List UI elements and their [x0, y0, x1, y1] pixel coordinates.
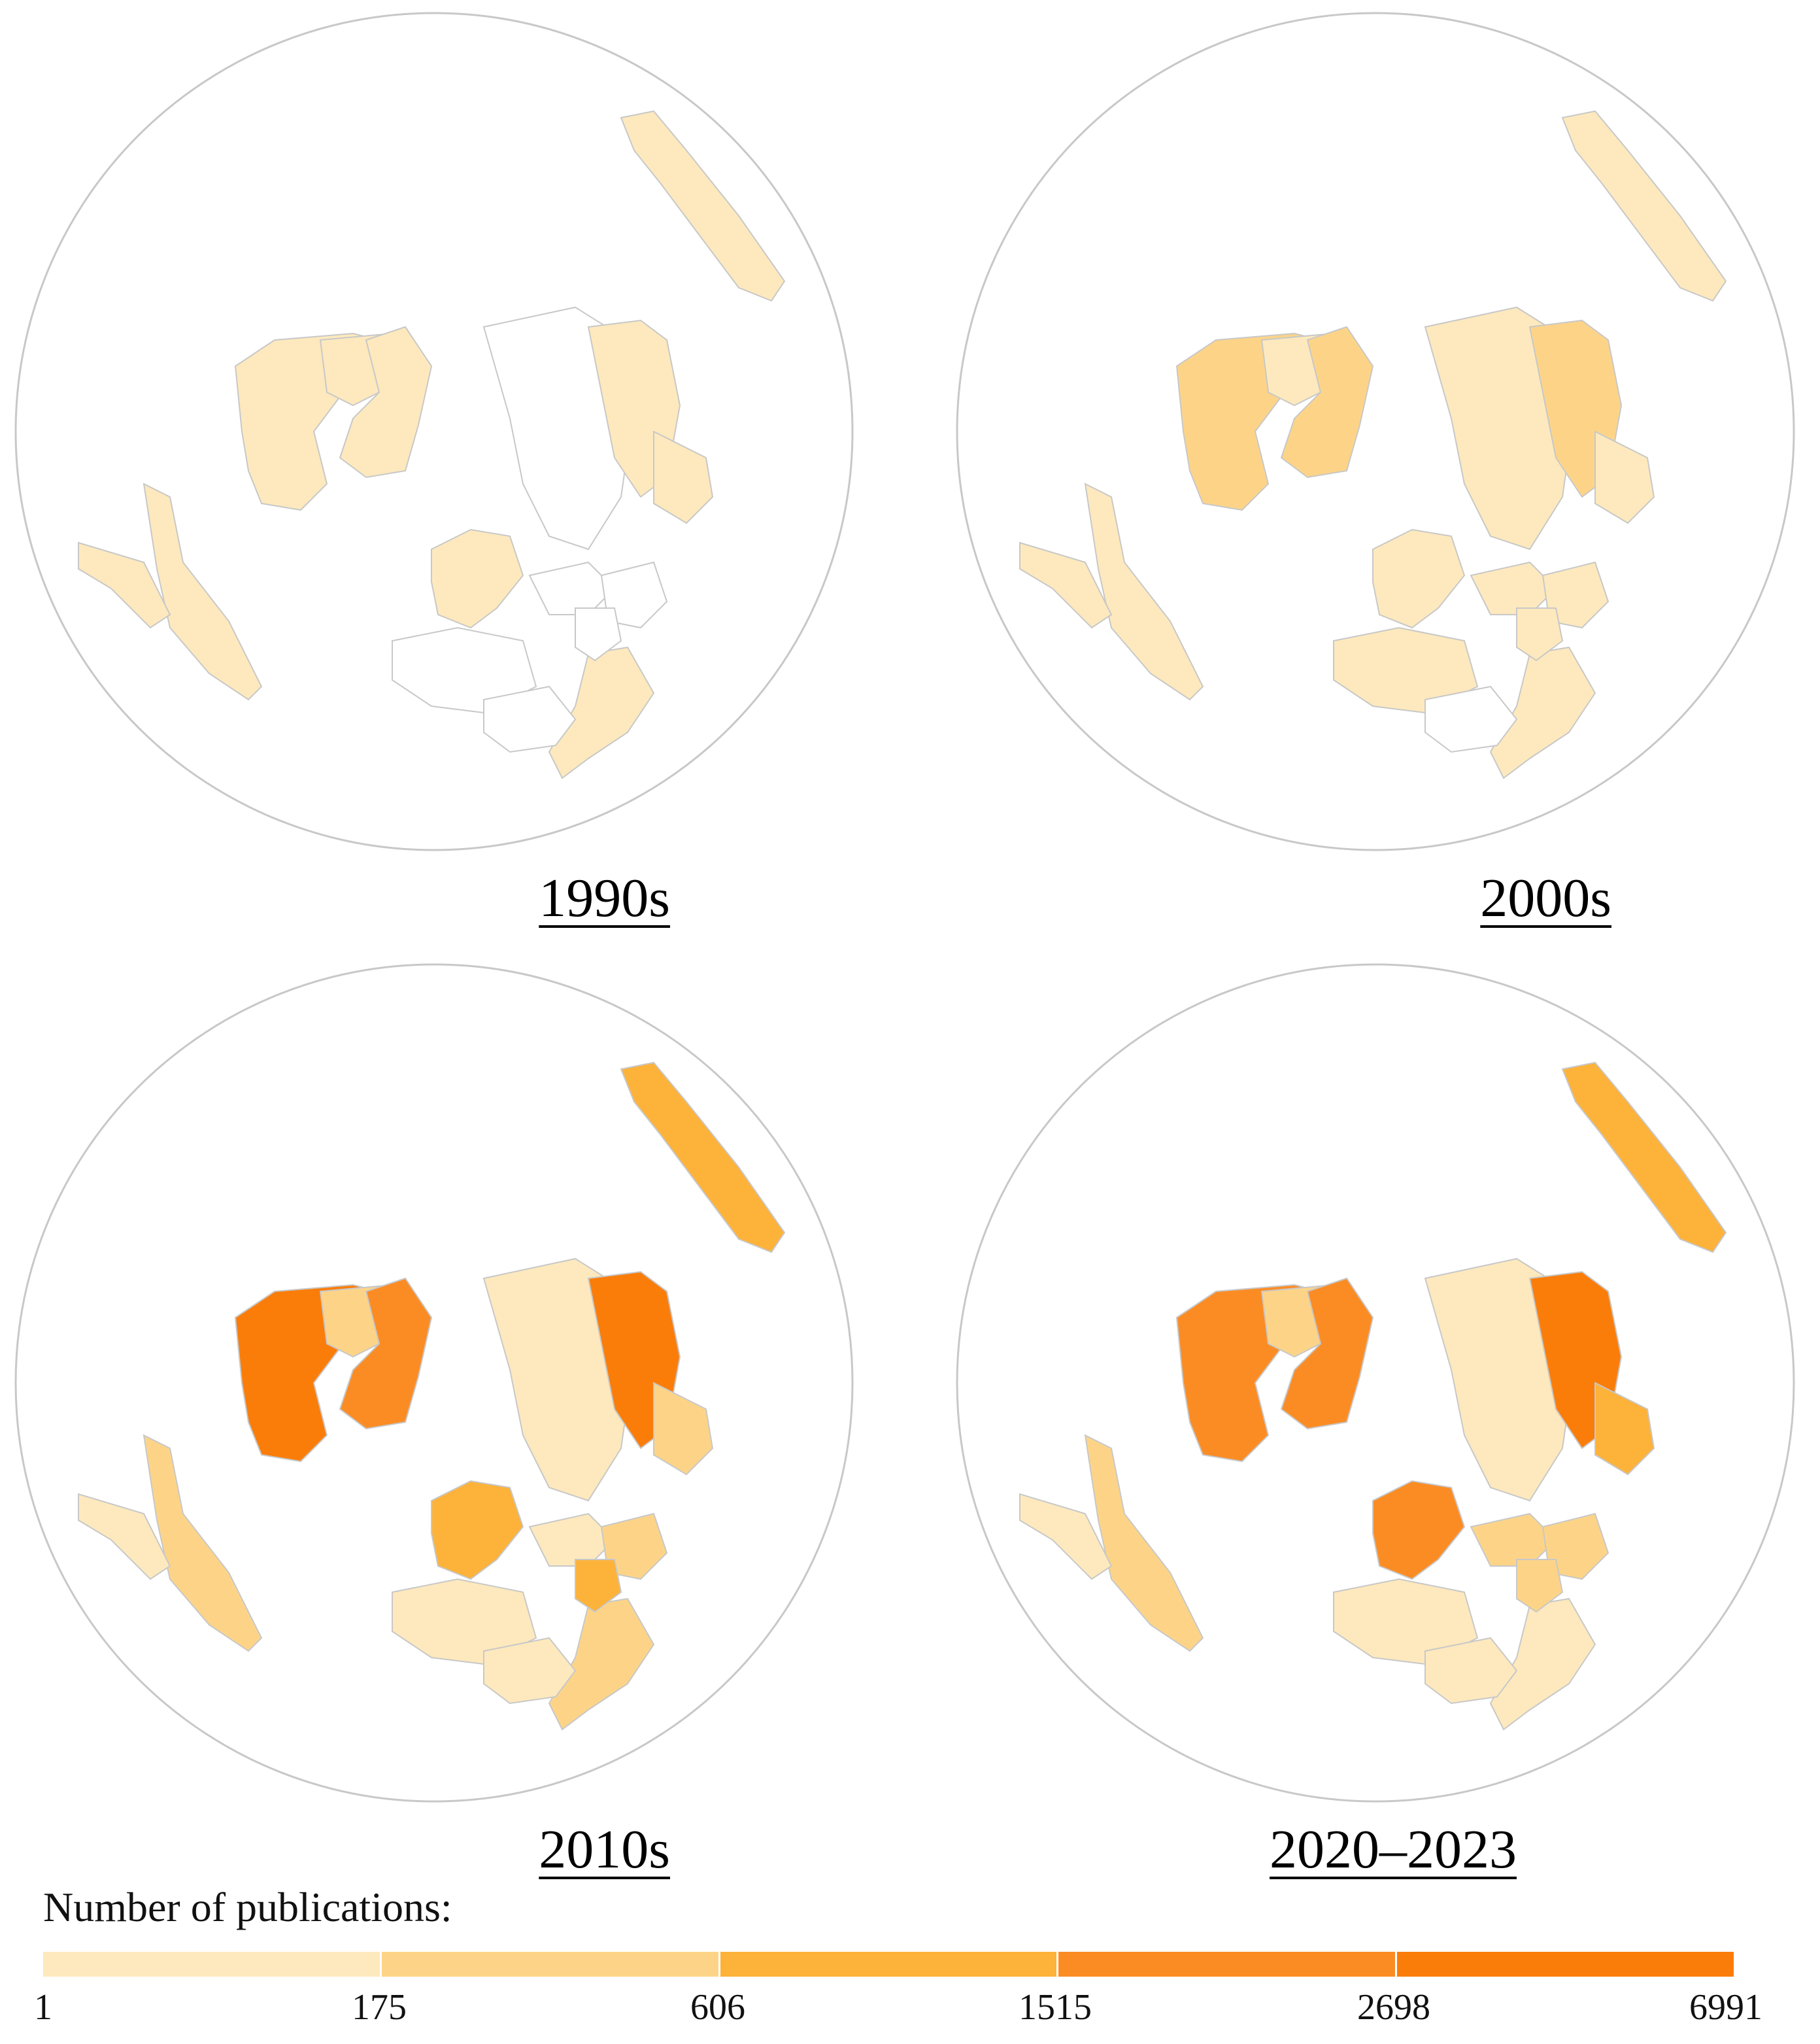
- region-chinaEast: [1594, 430, 1655, 524]
- region-australia: [620, 1061, 786, 1253]
- region-middleEast: [1470, 561, 1557, 615]
- legend-tick-4: 2698: [1357, 1987, 1430, 2028]
- legend-tick-1: 175: [352, 1987, 407, 2028]
- region-southAmericaWest: [78, 541, 171, 629]
- region-australia: [1561, 1061, 1727, 1253]
- region-africaCentral: [483, 1637, 577, 1705]
- period-label: 2000s: [1480, 868, 1611, 928]
- map-panel-4: [941, 951, 1820, 1880]
- region-africaCentral: [1424, 685, 1518, 753]
- region-india: [575, 1559, 622, 1613]
- region-europe: [1372, 528, 1466, 629]
- region-chinaEast: [1594, 1382, 1655, 1476]
- period-label: 1990s: [539, 868, 670, 928]
- globe-map: [14, 963, 854, 1803]
- region-southAmerica: [143, 483, 263, 701]
- region-india: [1516, 607, 1564, 662]
- region-southAmericaWest: [1019, 1493, 1113, 1580]
- region-middleEast: [1470, 1512, 1557, 1567]
- region-india: [1516, 1559, 1564, 1613]
- map-panel-2: [941, 0, 1820, 928]
- region-middleEast: [528, 561, 616, 615]
- legend-tick-2: 606: [690, 1987, 745, 2028]
- region-india: [575, 607, 622, 662]
- legend-tick-3: 1515: [1019, 1987, 1092, 2028]
- region-southAmerica: [1084, 483, 1204, 701]
- region-southAmericaWest: [1019, 541, 1113, 629]
- legend-tick-0: 1: [34, 1987, 52, 2028]
- region-australia: [1561, 110, 1727, 302]
- region-chinaEast: [653, 430, 714, 524]
- region-africaCentral: [1424, 1637, 1518, 1705]
- legend-tick-5: 6991: [1689, 1987, 1762, 2028]
- legend-swatch-4: [1058, 1952, 1398, 1977]
- legend-swatch-1: [43, 1952, 382, 1977]
- region-southAmerica: [143, 1434, 263, 1652]
- legend-swatch-3: [720, 1952, 1059, 1977]
- region-southAmerica: [1084, 1434, 1204, 1652]
- region-canadaEast: [339, 1277, 433, 1430]
- region-australia: [620, 110, 786, 302]
- globe-outline: [14, 12, 854, 851]
- globe-map: [956, 12, 1795, 851]
- region-canadaEast: [1280, 1277, 1374, 1430]
- period-label: 2020–2023: [1270, 1819, 1517, 1880]
- region-europe: [431, 528, 524, 629]
- legend-swatch-2: [381, 1952, 720, 1977]
- globe-outline: [14, 963, 854, 1803]
- legend-swatch-5: [1397, 1952, 1734, 1977]
- legend-color-bar: [43, 1952, 1734, 1977]
- period-label: 2010s: [539, 1819, 670, 1880]
- map-panel-3: [0, 951, 879, 1880]
- legend-title: Number of publications:: [43, 1884, 452, 1930]
- globe-outline: [956, 12, 1795, 851]
- region-africaCentral: [483, 685, 577, 753]
- region-middleEast: [528, 1512, 616, 1567]
- region-canadaEast: [1280, 326, 1374, 479]
- globe-outline: [956, 963, 1795, 1803]
- region-canadaEast: [339, 326, 433, 479]
- region-europe: [1372, 1480, 1466, 1580]
- region-chinaEast: [653, 1382, 714, 1476]
- region-southAmericaWest: [78, 1493, 171, 1580]
- globe-map: [956, 963, 1795, 1803]
- map-panel-1: [0, 0, 879, 928]
- region-europe: [431, 1480, 524, 1580]
- globe-map: [14, 12, 854, 851]
